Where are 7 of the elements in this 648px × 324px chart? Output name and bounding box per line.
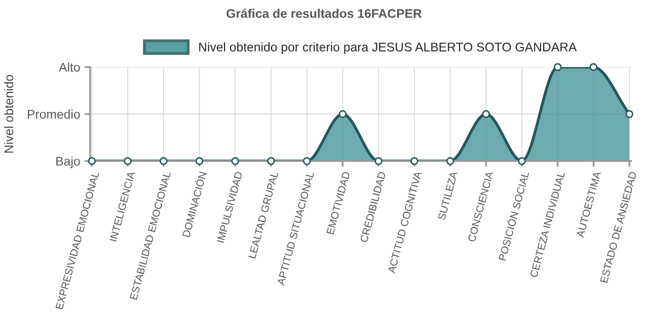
category-label: Bajo (56, 156, 80, 168)
x-tick-label: LEALTAD GRUPAL (248, 171, 278, 259)
y-axis-title: Nivel obtenido (4, 74, 14, 153)
legend-label: Nivel obtenido por criterio para JESUS ALBERTO SOTO GANDARA (199, 42, 577, 54)
category-label: Alto (58, 62, 80, 72)
chart-title: Gráfica de resultados 16FACPER (226, 8, 422, 18)
category-label: Promedio (28, 110, 80, 119)
